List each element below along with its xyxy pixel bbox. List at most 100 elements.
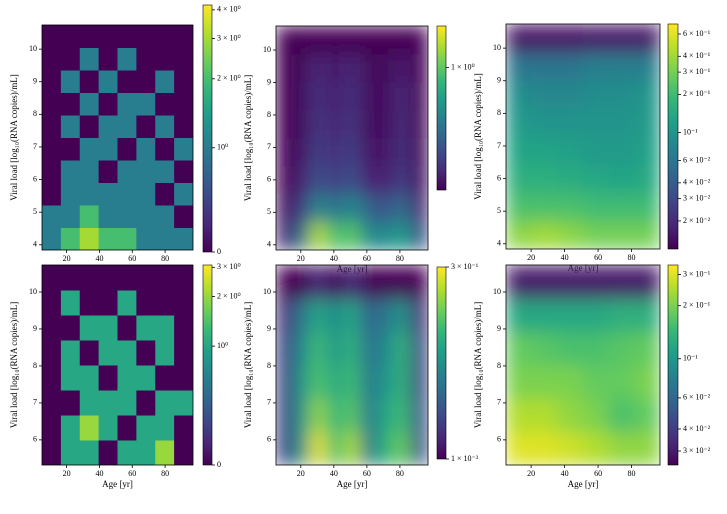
heatmap-cell xyxy=(531,164,558,194)
heatmap-cell xyxy=(174,92,193,116)
heatmap-cell xyxy=(531,298,558,333)
heatmap-cell xyxy=(174,390,193,416)
heatmap-cell xyxy=(276,398,294,433)
heatmap-cell xyxy=(276,298,294,333)
heatmap-cell xyxy=(360,166,378,195)
heatmap-cell xyxy=(292,54,311,83)
heatmap-cell xyxy=(42,315,62,341)
y-tick-label: 7 xyxy=(497,141,501,150)
heatmap-cell xyxy=(634,398,660,433)
colorbar-tick-label: 2 × 10⁰ xyxy=(217,291,241,300)
heatmap-cell xyxy=(608,265,635,299)
heatmap-cell xyxy=(360,110,378,139)
heatmap-cell xyxy=(634,192,660,222)
y-tick-label: 6 xyxy=(267,175,271,184)
heatmap-cell xyxy=(292,166,311,195)
heatmap-cell xyxy=(557,220,584,249)
heatmap-cells xyxy=(506,265,660,465)
y-axis-label: Viral load [log₁₀(RNA copies)/mL] xyxy=(473,73,483,199)
heatmap-cell xyxy=(292,265,311,299)
heatmap-cell xyxy=(174,315,193,341)
heatmap-cell xyxy=(60,137,81,161)
heatmap-cell xyxy=(309,365,328,399)
heatmap-cell xyxy=(174,137,193,161)
heatmap-cell xyxy=(531,220,558,249)
x-tick-label: 60 xyxy=(363,469,371,478)
heatmap-cell xyxy=(531,331,558,366)
heatmap-cell xyxy=(411,138,428,167)
y-tick-label: 9 xyxy=(33,324,37,333)
heatmap-cell xyxy=(79,205,100,228)
heatmap-cell xyxy=(377,431,395,465)
heatmap-cell xyxy=(343,82,361,111)
heatmap-cell xyxy=(79,25,100,48)
heatmap-cell xyxy=(79,365,100,391)
heatmap-cell xyxy=(174,115,193,138)
heatmap-cell xyxy=(155,160,175,183)
heatmap-cell xyxy=(506,220,533,249)
heatmap-cell xyxy=(309,222,328,250)
heatmap-cell xyxy=(531,365,558,399)
heatmap-cell xyxy=(326,194,345,223)
heatmap-cell xyxy=(98,92,118,116)
heatmap-cell xyxy=(136,205,156,228)
heatmap-cell xyxy=(377,331,395,366)
heatmap-cell xyxy=(506,331,533,366)
heatmap-cell xyxy=(506,52,533,81)
heatmap-cell xyxy=(42,415,62,441)
heatmap-cell xyxy=(343,365,361,399)
colorbar-tick-label: 2 × 10⁻¹ xyxy=(683,89,711,98)
heatmap-cell xyxy=(531,136,558,166)
x-tick-label: 60 xyxy=(363,254,371,263)
heatmap-cell xyxy=(42,92,62,116)
colorbar-tick-label: 10⁻¹ xyxy=(683,354,698,363)
heatmap-cell xyxy=(136,70,156,93)
heatmap-cell xyxy=(309,194,328,223)
heatmap-cell xyxy=(343,166,361,195)
plot-frame xyxy=(505,264,661,466)
heatmap-cell xyxy=(155,137,175,161)
heatmap-cell xyxy=(377,398,395,433)
plot-frame xyxy=(505,23,661,250)
heatmap-cell xyxy=(411,331,428,366)
heatmap-cell xyxy=(136,115,156,138)
heatmap-cell xyxy=(377,194,395,223)
heatmap-cell xyxy=(557,365,584,399)
heatmap-cell xyxy=(117,137,137,161)
heatmap-cell xyxy=(276,265,294,299)
heatmap-cell xyxy=(98,290,118,316)
heatmap-cell xyxy=(411,365,428,399)
x-tick-label: 80 xyxy=(161,469,169,478)
heatmap-cell xyxy=(583,136,610,166)
plot-frame xyxy=(41,24,194,251)
heatmap-cell xyxy=(42,137,62,161)
heatmap-cell xyxy=(411,110,428,139)
heatmap-cell xyxy=(42,390,62,416)
heatmap-cell xyxy=(608,52,635,81)
heatmap-cell xyxy=(394,365,412,399)
heatmap-cell xyxy=(394,331,412,366)
heatmap-cell xyxy=(326,431,345,465)
x-tick-label: 20 xyxy=(297,469,305,478)
heatmap-cell xyxy=(343,431,361,465)
heatmap-cell xyxy=(506,164,533,194)
heatmap-cell xyxy=(276,222,294,250)
heatmap-cell xyxy=(174,440,193,465)
x-tick-label: 80 xyxy=(628,253,636,262)
heatmap-cell xyxy=(309,26,328,55)
heatmap-cell xyxy=(608,192,635,222)
y-axis-label: Viral load [log₁₀(RNA copies)/mL] xyxy=(243,75,253,201)
heatmap-cell xyxy=(411,298,428,333)
heatmap-cell xyxy=(60,390,81,416)
heatmap-cell xyxy=(155,415,175,441)
heatmap-cell xyxy=(155,315,175,341)
x-tick-label: 40 xyxy=(330,469,338,478)
y-axis-label: Viral load [log₁₀(RNA copies)/mL] xyxy=(9,302,19,428)
heatmap xyxy=(506,24,660,249)
heatmap-cell xyxy=(79,182,100,206)
heatmap-cell xyxy=(557,164,584,194)
heatmap-cell xyxy=(292,26,311,55)
heatmap-cell xyxy=(506,80,533,109)
heatmap-cell xyxy=(60,290,81,316)
heatmap-cell xyxy=(42,265,62,291)
